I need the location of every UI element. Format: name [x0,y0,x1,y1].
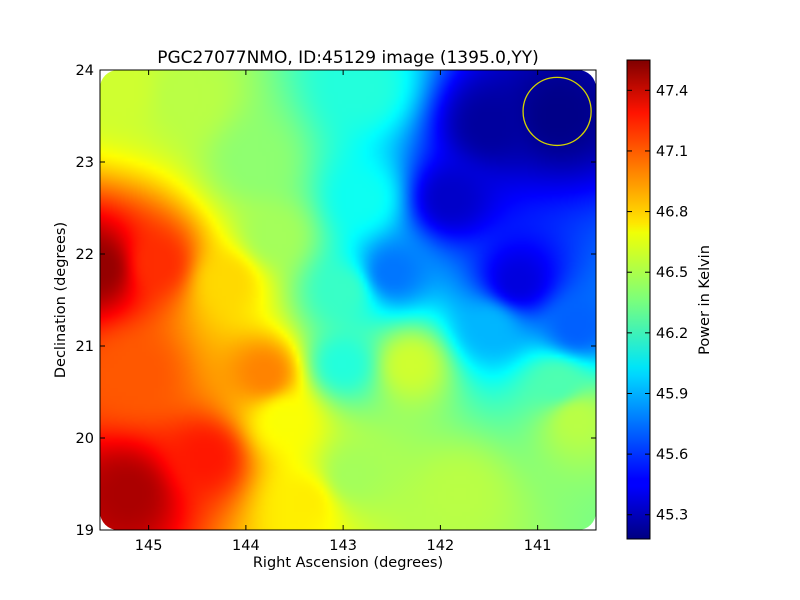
x-axis: 145 144 143 142 141 [135,70,552,554]
y-axis-label: Declination (degrees) [53,222,69,378]
x-tick-label: 141 [524,538,552,554]
y-tick-label: 19 [76,523,94,539]
colorbar-tick-label: 47.4 [656,83,688,99]
plot-frame [99,69,597,531]
x-tick-label: 142 [427,538,455,554]
colorbar-tick-label: 46.8 [656,205,688,221]
heatmap-image [100,70,596,530]
colorbar [626,59,651,540]
x-axis-label: Right Ascension (degrees) [253,555,443,571]
heatmap-area [100,70,596,530]
colorbar-tick-label: 47.1 [656,144,688,160]
colorbar-ticks: 45.3 45.6 45.9 46.2 46.5 46.8 47.1 47.4 [627,83,688,524]
x-tick-label: 144 [232,538,260,554]
colorbar-tick-label: 46.5 [656,265,688,281]
y-axis: 19 20 21 22 23 24 [76,63,596,539]
y-tick-label: 23 [76,155,94,171]
x-tick-label: 145 [135,538,163,554]
y-tick-label: 20 [76,431,94,447]
colorbar-tick-label: 45.6 [656,447,688,463]
y-tick-label: 24 [76,63,94,79]
colorbar-label: Power in Kelvin [697,245,713,355]
beam-marker-circle [522,76,592,147]
colorbar-tick-label: 45.9 [656,386,688,402]
y-tick-label: 21 [76,339,94,355]
chart-title: PGC27077NMO, ID:45129 image (1395.0,YY) [157,48,539,68]
x-tick-label: 143 [329,538,357,554]
colorbar-tick-label: 45.3 [656,508,688,524]
y-tick-label: 22 [76,247,94,263]
colorbar-tick-label: 46.2 [656,326,688,342]
